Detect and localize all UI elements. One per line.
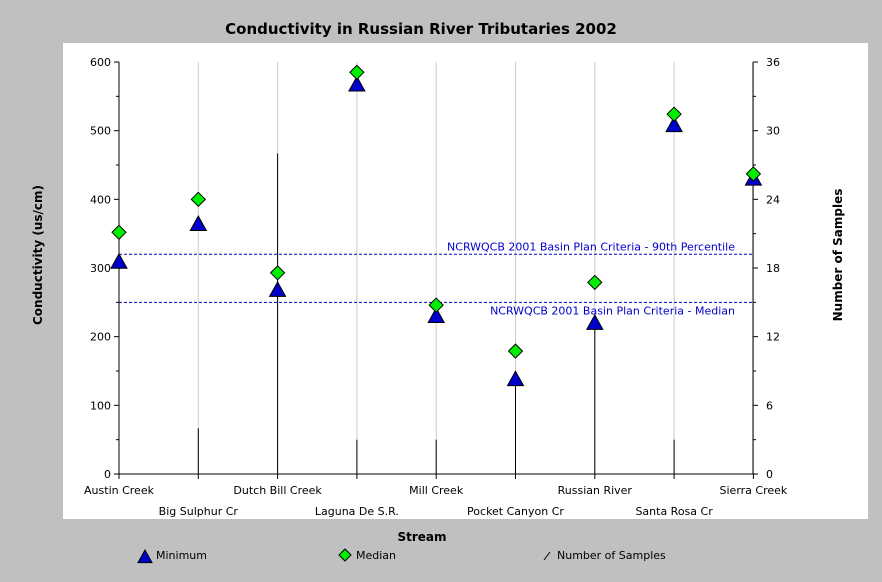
x-category-label-0: Austin Creek (84, 484, 155, 497)
median-point-3 (349, 64, 365, 81)
x-category-label-3: Laguna De S.R. (315, 505, 399, 518)
y2-tick-label-4: 24 (766, 193, 780, 206)
median-point-6 (587, 274, 603, 291)
minimum-point-2 (268, 280, 287, 297)
plot-panel (63, 43, 868, 519)
x-category-label-1: Big Sulphur Cr (159, 505, 239, 518)
chart-title: Conductivity in Russian River Tributarie… (225, 20, 617, 38)
legend-median-label: Median (356, 549, 396, 562)
y-tick-label-4: 400 (90, 193, 111, 206)
x-category-label-5: Pocket Canyon Cr (467, 505, 564, 518)
median-point-4 (428, 297, 444, 313)
y-tick-label-1: 100 (90, 399, 111, 412)
markers (110, 64, 763, 387)
y-tick-label-0: 0 (104, 468, 111, 481)
median-point-1 (190, 191, 207, 208)
minimum-point-4 (427, 307, 446, 323)
legend-median-marker (338, 548, 352, 562)
y-tick-label-3: 300 (90, 262, 111, 275)
y2-tick-label-2: 12 (766, 331, 780, 344)
minimum-point-1 (189, 215, 208, 231)
y2-tick-label-3: 18 (766, 262, 780, 275)
median-point-7 (666, 106, 682, 122)
legend-minimum-marker (137, 548, 153, 564)
x-category-label-4: Mill Creek (409, 484, 464, 497)
legend-minimum-label: Minimum (156, 549, 207, 562)
x-category-label-2: Dutch Bill Creek (233, 484, 322, 497)
minimum-point-7 (665, 116, 683, 133)
y2-axis-title: Number of Samples (831, 189, 845, 322)
minimum-point-3 (348, 75, 366, 92)
y2-tick-label-0: 0 (766, 468, 773, 481)
y-tick-label-6: 600 (90, 56, 111, 69)
median-point-5 (507, 343, 524, 359)
reference-label-0: NCRWQCB 2001 Basin Plan Criteria - 90th … (447, 240, 735, 253)
x-axis-title: Stream (397, 530, 446, 544)
reference-lines: NCRWQCB 2001 Basin Plan Criteria - 90th … (119, 240, 753, 317)
legend-samples-marker (543, 551, 551, 561)
y-tick-label-2: 200 (90, 331, 111, 344)
minimum-point-0 (110, 252, 128, 269)
x-category-label-7: Santa Rosa Cr (635, 505, 713, 518)
y2-tick-label-5: 30 (766, 125, 780, 138)
y2-tick-label-6: 36 (766, 56, 780, 69)
x-category-label-6: Russian River (558, 484, 633, 497)
y-axis-title: Conductivity (us/cm) (31, 185, 45, 325)
minimum-point-6 (585, 313, 604, 330)
median-point-2 (269, 265, 286, 281)
legend-samples-label: Number of Samples (557, 549, 666, 562)
median-point-8 (745, 166, 762, 182)
sample-series (197, 153, 675, 474)
legend: Minimum Median Number of Samples (137, 548, 666, 564)
x-category-label-8: Sierra Creek (720, 484, 788, 497)
y-tick-label-5: 500 (90, 125, 111, 138)
axes: 0 100 200 300 400 500 600 0 6 12 18 24 30 36 Austin Cr… (84, 56, 788, 518)
y2-tick-label-1: 6 (766, 399, 773, 412)
median-point-0 (111, 224, 127, 241)
minimum-point-5 (506, 370, 525, 387)
reference-label-1: NCRWQCB 2001 Basin Plan Criteria - Media… (490, 304, 735, 317)
